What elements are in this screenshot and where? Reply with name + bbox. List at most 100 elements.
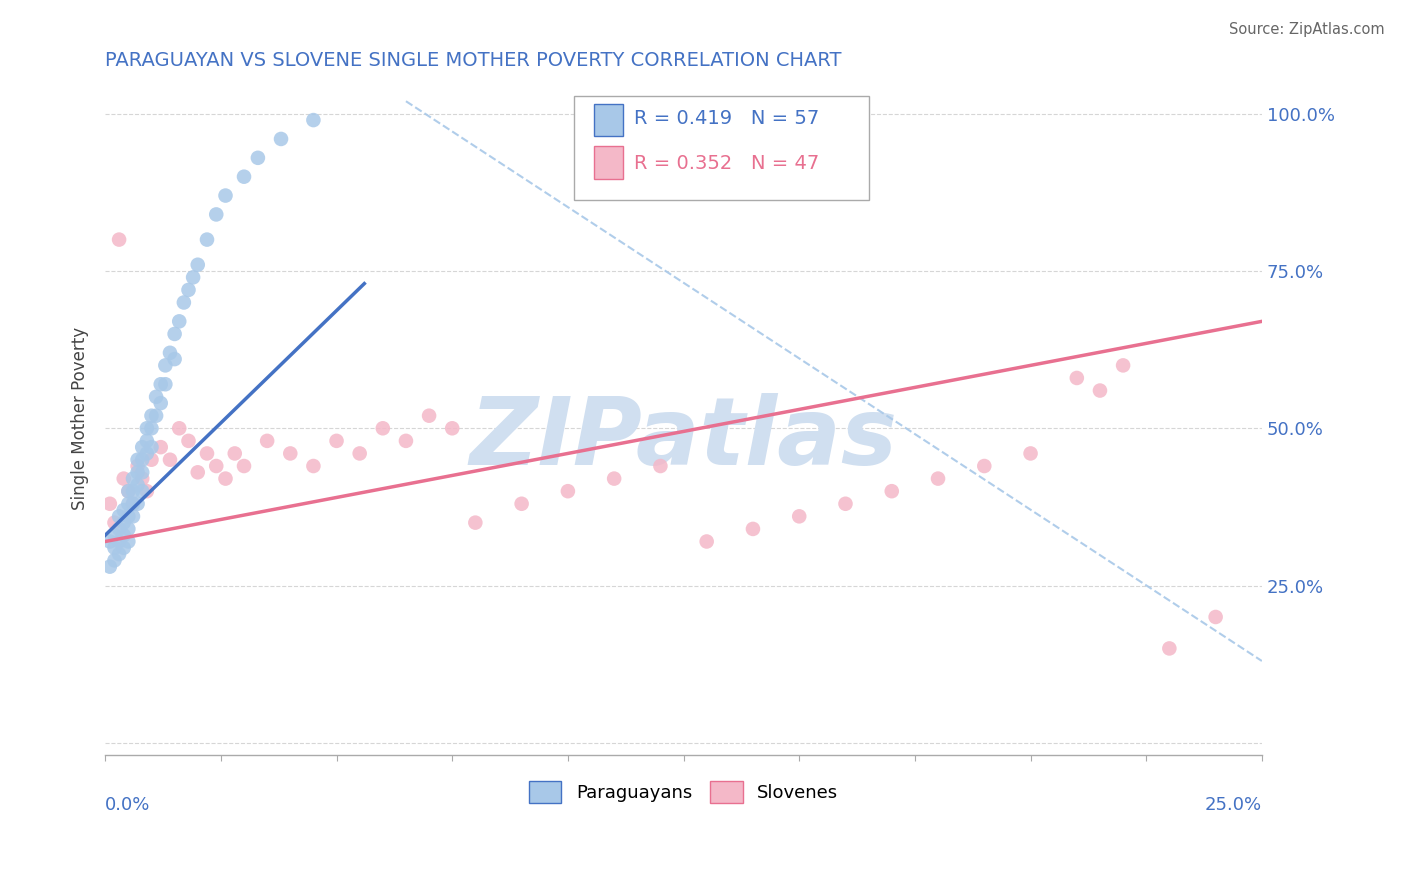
Point bbox=[122, 509, 145, 524]
Point bbox=[650, 458, 672, 473]
Point bbox=[195, 233, 218, 247]
Point bbox=[177, 283, 200, 297]
Point bbox=[127, 458, 149, 473]
Text: R = 0.352   N = 47: R = 0.352 N = 47 bbox=[634, 153, 820, 173]
Point bbox=[108, 233, 131, 247]
Point bbox=[122, 472, 145, 486]
Point bbox=[155, 359, 177, 373]
Point bbox=[112, 472, 135, 486]
Point bbox=[205, 207, 228, 221]
Point bbox=[117, 484, 139, 499]
Point bbox=[98, 534, 121, 549]
Point bbox=[103, 553, 125, 567]
Point bbox=[98, 497, 121, 511]
Legend: Paraguayans, Slovenes: Paraguayans, Slovenes bbox=[522, 773, 845, 810]
Text: 0.0%: 0.0% bbox=[105, 796, 150, 814]
Point bbox=[441, 421, 464, 435]
Point bbox=[270, 132, 292, 146]
Point bbox=[742, 522, 765, 536]
Point bbox=[187, 258, 209, 272]
Point bbox=[278, 446, 301, 460]
Point bbox=[181, 270, 204, 285]
Point bbox=[1159, 641, 1181, 656]
Point bbox=[187, 465, 209, 479]
Point bbox=[112, 528, 135, 542]
Point bbox=[135, 446, 157, 460]
Point bbox=[349, 446, 371, 460]
Point bbox=[1088, 384, 1111, 398]
Point bbox=[973, 458, 995, 473]
Point bbox=[117, 484, 139, 499]
Point bbox=[1112, 359, 1135, 373]
Point bbox=[131, 465, 153, 479]
FancyBboxPatch shape bbox=[574, 95, 869, 200]
Point bbox=[418, 409, 440, 423]
Point bbox=[127, 465, 149, 479]
Point bbox=[145, 409, 167, 423]
Point bbox=[159, 452, 181, 467]
Point bbox=[233, 169, 256, 184]
Point bbox=[141, 421, 163, 435]
Point bbox=[98, 559, 121, 574]
Point bbox=[135, 421, 157, 435]
Point bbox=[464, 516, 486, 530]
Point bbox=[1019, 446, 1042, 460]
Point bbox=[205, 458, 228, 473]
Point bbox=[127, 478, 149, 492]
Point bbox=[256, 434, 278, 448]
Point bbox=[103, 528, 125, 542]
Point bbox=[122, 497, 145, 511]
Point bbox=[127, 452, 149, 467]
Point bbox=[214, 472, 236, 486]
Point bbox=[246, 151, 269, 165]
Point bbox=[1066, 371, 1088, 385]
Point bbox=[173, 295, 195, 310]
Point bbox=[112, 503, 135, 517]
Point bbox=[159, 346, 181, 360]
Point bbox=[787, 509, 810, 524]
Point bbox=[117, 497, 139, 511]
Point bbox=[108, 534, 131, 549]
Point bbox=[141, 440, 163, 454]
Point bbox=[108, 547, 131, 561]
Point bbox=[325, 434, 347, 448]
Point bbox=[927, 472, 949, 486]
Point bbox=[108, 509, 131, 524]
Point bbox=[233, 458, 256, 473]
Point bbox=[131, 472, 153, 486]
Point bbox=[131, 452, 153, 467]
Text: 25.0%: 25.0% bbox=[1205, 796, 1263, 814]
Point bbox=[141, 409, 163, 423]
Point bbox=[177, 434, 200, 448]
Point bbox=[131, 484, 153, 499]
Point bbox=[155, 377, 177, 392]
Point bbox=[135, 434, 157, 448]
Text: Source: ZipAtlas.com: Source: ZipAtlas.com bbox=[1229, 22, 1385, 37]
Point bbox=[103, 541, 125, 555]
Point bbox=[108, 522, 131, 536]
Y-axis label: Single Mother Poverty: Single Mother Poverty bbox=[72, 327, 89, 510]
Point bbox=[214, 188, 236, 202]
Point bbox=[163, 352, 186, 367]
Point bbox=[122, 484, 145, 499]
Point bbox=[167, 421, 190, 435]
Point bbox=[149, 377, 172, 392]
Text: ZIPatlas: ZIPatlas bbox=[470, 393, 897, 485]
FancyBboxPatch shape bbox=[595, 146, 623, 178]
Point bbox=[112, 541, 135, 555]
Point bbox=[510, 497, 533, 511]
Text: PARAGUAYAN VS SLOVENE SINGLE MOTHER POVERTY CORRELATION CHART: PARAGUAYAN VS SLOVENE SINGLE MOTHER POVE… bbox=[105, 51, 842, 70]
FancyBboxPatch shape bbox=[595, 103, 623, 136]
Point bbox=[834, 497, 856, 511]
Point bbox=[117, 534, 139, 549]
Text: R = 0.419   N = 57: R = 0.419 N = 57 bbox=[634, 109, 820, 128]
Point bbox=[696, 534, 718, 549]
Point bbox=[122, 497, 145, 511]
Point bbox=[135, 484, 157, 499]
Point bbox=[557, 484, 579, 499]
Point bbox=[117, 522, 139, 536]
Point bbox=[131, 440, 153, 454]
Point bbox=[145, 390, 167, 404]
Point bbox=[167, 314, 190, 328]
Point bbox=[302, 458, 325, 473]
